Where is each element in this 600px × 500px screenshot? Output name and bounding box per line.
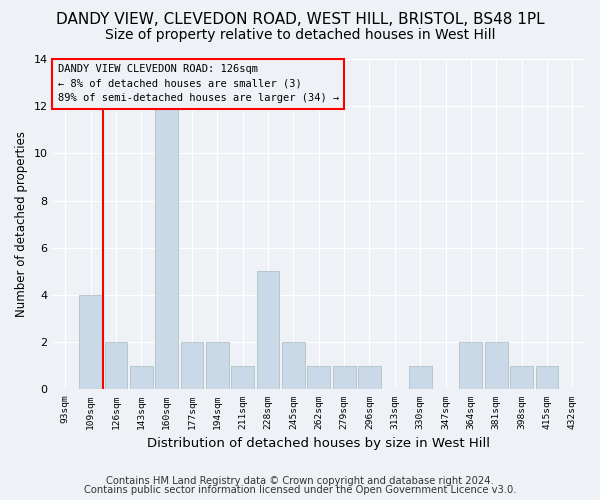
Bar	[536, 366, 559, 390]
Bar	[130, 366, 152, 390]
Y-axis label: Number of detached properties: Number of detached properties	[15, 131, 28, 317]
Bar	[231, 366, 254, 390]
Text: Contains public sector information licensed under the Open Government Licence v3: Contains public sector information licen…	[84, 485, 516, 495]
Bar	[460, 342, 482, 390]
Bar	[333, 366, 356, 390]
Text: DANDY VIEW, CLEVEDON ROAD, WEST HILL, BRISTOL, BS48 1PL: DANDY VIEW, CLEVEDON ROAD, WEST HILL, BR…	[56, 12, 544, 28]
Bar	[485, 342, 508, 390]
Bar	[358, 366, 381, 390]
Bar	[307, 366, 330, 390]
Bar	[510, 366, 533, 390]
Bar	[181, 342, 203, 390]
Text: Size of property relative to detached houses in West Hill: Size of property relative to detached ho…	[105, 28, 495, 42]
Bar	[282, 342, 305, 390]
Bar	[155, 82, 178, 390]
Bar	[409, 366, 431, 390]
Bar	[104, 342, 127, 390]
Bar	[257, 272, 280, 390]
X-axis label: Distribution of detached houses by size in West Hill: Distribution of detached houses by size …	[147, 437, 490, 450]
Text: Contains HM Land Registry data © Crown copyright and database right 2024.: Contains HM Land Registry data © Crown c…	[106, 476, 494, 486]
Text: DANDY VIEW CLEVEDON ROAD: 126sqm
← 8% of detached houses are smaller (3)
89% of : DANDY VIEW CLEVEDON ROAD: 126sqm ← 8% of…	[58, 64, 339, 104]
Bar	[206, 342, 229, 390]
Bar	[79, 295, 102, 390]
